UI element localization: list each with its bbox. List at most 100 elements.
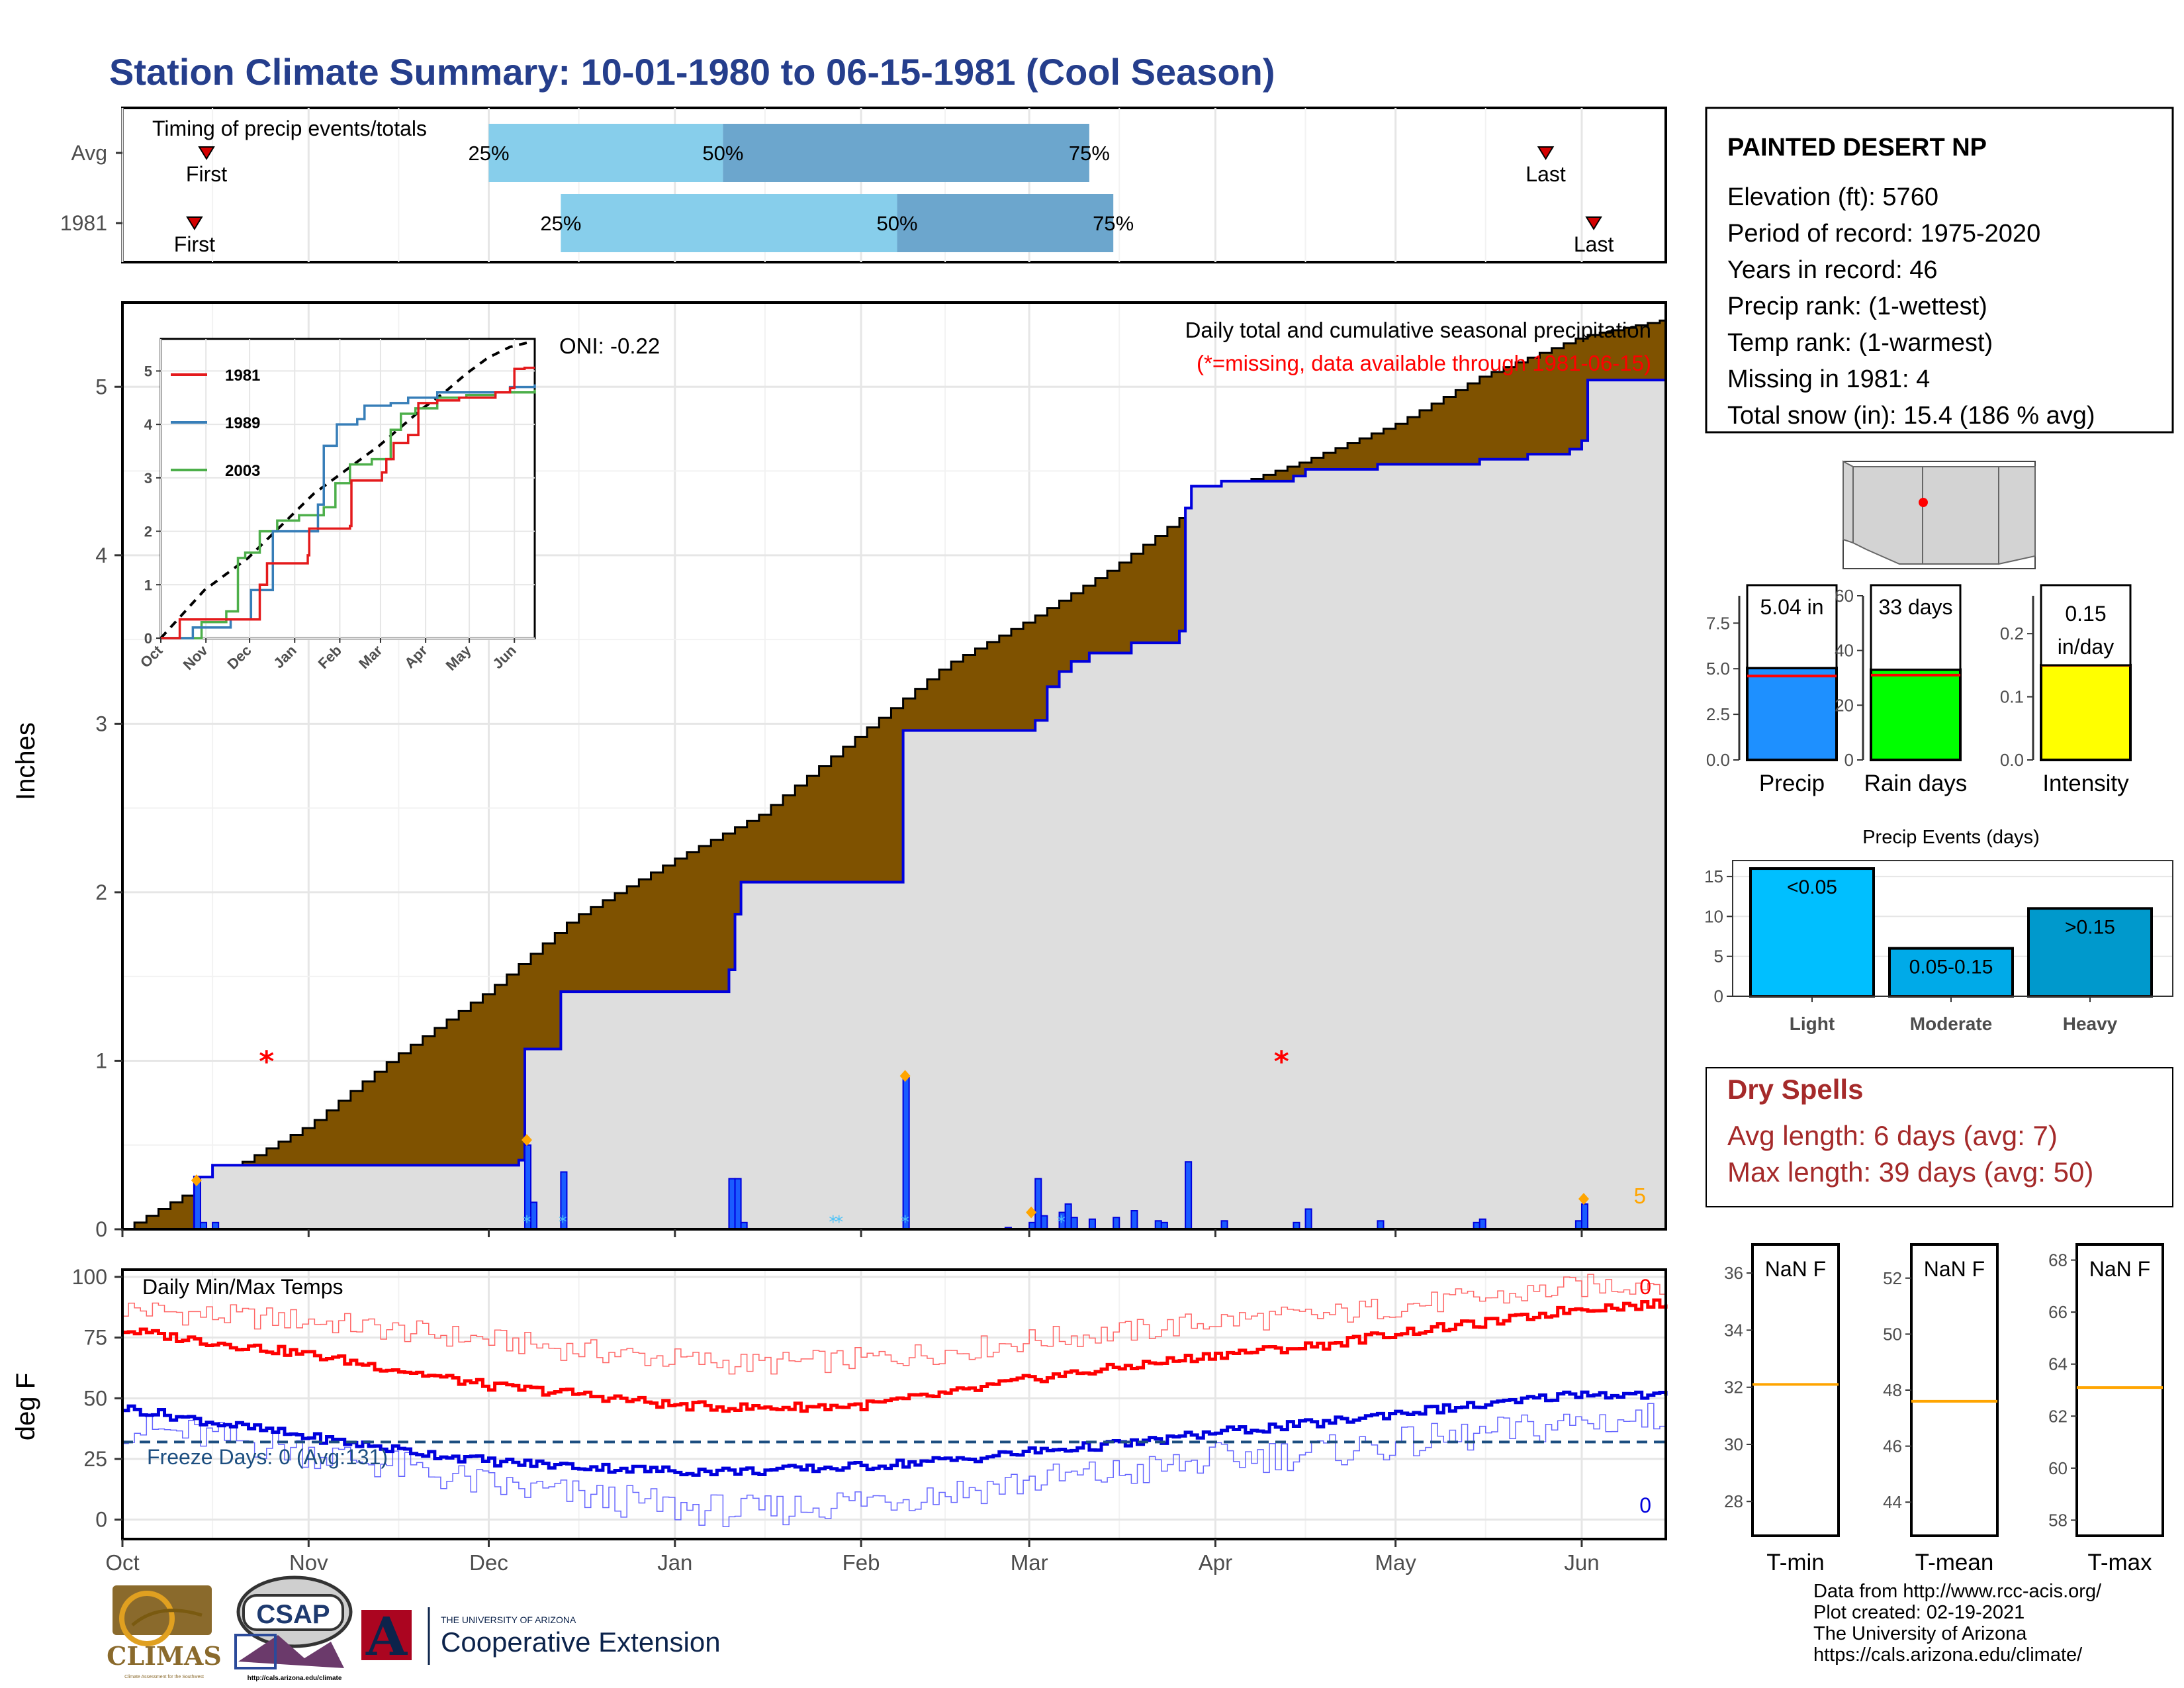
station-info-line: Missing in 1981: 4: [1727, 365, 1930, 393]
month-label: May: [1375, 1550, 1417, 1575]
temp-box-y-tick-label: 28: [1724, 1491, 1743, 1511]
climas-subtext: Climate Assessment for the Southwest: [124, 1675, 204, 1679]
timing-bar-25-50: [488, 124, 723, 182]
timing-last-label: Last: [1574, 232, 1614, 256]
temp-plot: 0 25 50 75 100 Daily Min/Max Temps Freeze Da…: [11, 1265, 1668, 1575]
summary-y-tick-label: 0.1: [2000, 687, 2024, 707]
daily-precip-bar: [1034, 1178, 1042, 1230]
summary-value-unit: in/day: [2058, 635, 2114, 659]
precip-events-chart: Precip Events (days) 0 5 10 15 <0.05 Light 0.0…: [1704, 827, 2173, 1034]
events-bar: [1749, 867, 1875, 998]
events-y-tick-label: 0: [1714, 986, 1723, 1006]
inset-avg-line: [159, 340, 533, 639]
daily-precip-bar: [1070, 1217, 1078, 1230]
inset-legend-label: 1989: [225, 414, 260, 432]
summary-bar-label: Precip: [1759, 771, 1825, 796]
main-ylabel: Inches: [11, 722, 40, 800]
page-title: Station Climate Summary: 10-01-1980 to 0…: [109, 51, 1275, 93]
timing-q25-label: 25%: [468, 142, 509, 165]
temp-box-label: T-max: [2087, 1550, 2152, 1575]
summary-bar-fill: [1746, 667, 1838, 761]
missing-annotation: (*=missing, data available through 1981-…: [1197, 351, 1651, 375]
y-tick-label: 3: [95, 712, 107, 735]
daily-precip-bar: [728, 1178, 736, 1230]
temp-box-y-tick-label: 46: [1883, 1436, 1902, 1456]
timing-heading: Timing of precip events/totals: [152, 117, 427, 140]
temp-box-y-tick-label: 44: [1883, 1492, 1902, 1512]
summary-bar-label: Rain days: [1864, 771, 1968, 796]
temp-y-tick-label: 25: [83, 1447, 107, 1471]
temp-y-tick-label: 50: [83, 1386, 107, 1410]
inset-y-tick-label: 2: [144, 524, 152, 540]
timing-row-label: Avg: [71, 141, 107, 165]
station-info-line: Temp rank: (1-warmest): [1727, 329, 1993, 357]
temp-box-frame: [2075, 1243, 2164, 1537]
daily-precip-bar: [530, 1201, 538, 1230]
oni-label: ONI: -0.22: [559, 334, 660, 358]
temp-box-frame: [1751, 1243, 1840, 1537]
month-label: Jun: [1564, 1550, 1599, 1575]
event-diamond-marker: [899, 1070, 911, 1082]
temp-box-y-tick-label: 52: [1883, 1268, 1902, 1288]
y-tick-label: 4: [95, 543, 107, 567]
temp-box-value: NaN F: [2089, 1257, 2150, 1281]
station-info-box: PAINTED DESERT NP Elevation (ft): 5760 Pe…: [1705, 107, 2174, 434]
summary-bar-precip: 0.0 2.5 5.0 7.5 5.04 in Precip: [1706, 584, 1838, 796]
summary-y-tick-label: 7.5: [1706, 613, 1730, 633]
csap-text: CSAP: [256, 1600, 330, 1629]
dry-spells-box: Dry Spells Avg length: 6 days (avg: 7) M…: [1706, 1067, 2173, 1207]
temp-box-value: NaN F: [1765, 1257, 1826, 1281]
event-diamond-marker: [191, 1174, 202, 1187]
summary-y-tick-label: 0: [1844, 750, 1854, 770]
daily-precip-bar: [734, 1178, 742, 1230]
dry-spells-avg: Avg length: 6 days (avg: 7): [1727, 1120, 2058, 1151]
y-tick-label: 5: [95, 375, 107, 399]
daily-precip-bar: [1040, 1215, 1048, 1230]
summary-value-box: [1870, 584, 1962, 671]
month-label: Oct: [105, 1550, 139, 1575]
daily-precip-bar: [1580, 1203, 1589, 1231]
temp-label: Daily Min/Max Temps: [142, 1275, 343, 1299]
summary-y-tick-label: 5.0: [1706, 659, 1730, 679]
snow-marker: *: [1057, 1213, 1066, 1233]
freeze-label: Freeze Days: 0 (Avg:131): [147, 1445, 388, 1469]
summary-value-text: 0.15: [2065, 602, 2106, 626]
events-bar-label: >0.15: [2065, 916, 2115, 938]
daily-precip-bar: [902, 1076, 910, 1230]
footer-line-university: The University of Arizona: [1813, 1623, 2027, 1644]
month-label: Mar: [1011, 1550, 1048, 1575]
temp-box-t-max: NaN F 58 60 62 64 66 68 T-max: [2048, 1243, 2164, 1575]
month-label: Apr: [1199, 1550, 1232, 1575]
timing-first-label: First: [174, 232, 215, 256]
station-info-line: Precip rank: (1-wettest): [1727, 293, 1987, 320]
footer-line-source: Data from http://www.rcc-acis.org/: [1813, 1581, 2102, 1602]
summary-y-tick-label: 2.5: [1706, 704, 1730, 724]
temp-box-label: T-min: [1766, 1550, 1825, 1575]
temp-box-y-tick-label: 60: [2048, 1458, 2068, 1478]
timing-first-marker: [186, 216, 203, 230]
daily-precip-bar: [1064, 1203, 1072, 1231]
temp-box-y-tick-label: 48: [1883, 1380, 1902, 1400]
observed-cumulative-area: [122, 380, 1666, 1230]
summary-bar-label: Intensity: [2042, 771, 2129, 796]
temp-box-y-tick-label: 36: [1724, 1263, 1743, 1283]
events-y-tick-label: 15: [1704, 867, 1723, 886]
snow-marker: *: [835, 1213, 843, 1233]
climas-text: CLIMAS: [107, 1641, 222, 1671]
temp-ylabel: deg F: [11, 1373, 40, 1440]
location-map: [1843, 460, 2036, 569]
snow-marker: *: [829, 1213, 837, 1233]
temp-box-y-tick-label: 32: [1724, 1378, 1743, 1397]
climas-logo: CLIMAS Climate Assessment for the Southw…: [107, 1585, 222, 1679]
daily-precip-bar: [1479, 1218, 1486, 1231]
temp-box-y-tick-label: 50: [1883, 1324, 1902, 1344]
events-plot-frame: [1732, 860, 2173, 997]
inset-series-line-1981: [161, 366, 535, 639]
summary-y-tick-label: 20: [1835, 695, 1854, 715]
summary-y-tick-label: 0.2: [2000, 624, 2024, 643]
timing-first-label: First: [186, 162, 227, 186]
station-info-line: Total snow (in): 15.4 (186 % avg): [1727, 402, 2095, 430]
timing-bar-50-75: [723, 124, 1089, 182]
event-diamond-marker: [1026, 1206, 1037, 1219]
